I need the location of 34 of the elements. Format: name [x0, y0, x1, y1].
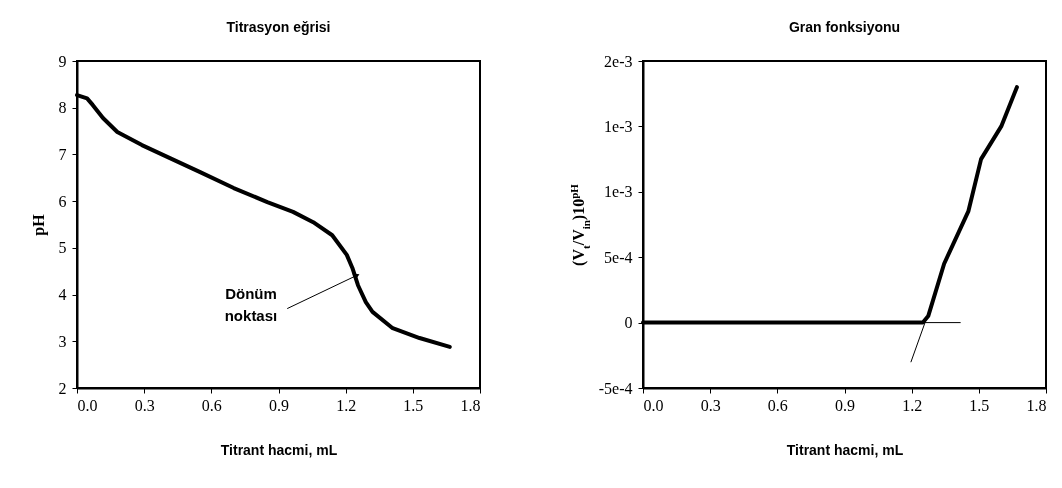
y-tick-label: -5e-4 — [598, 379, 633, 397]
y-tick-label: 2 — [58, 379, 67, 397]
y-tick-label: 0 — [624, 314, 633, 332]
y-tick-label: 3 — [58, 332, 67, 350]
x-tick-label: 0.0 — [643, 396, 664, 414]
x-axis-title: Titrant hacmi, mL — [220, 441, 338, 458]
y-tick-label: 4 — [58, 286, 67, 304]
x-tick-label: 0.0 — [77, 396, 98, 414]
y-tick-label: 9 — [58, 52, 67, 70]
x-tick-label: 0.9 — [269, 396, 289, 414]
y-tick-label: 1e-3 — [604, 117, 633, 135]
y-tick-label: 5e-4 — [604, 248, 633, 266]
x-tick-label: 0.3 — [134, 396, 155, 414]
x-tick-label: 1.2 — [902, 396, 923, 414]
chart-title: Gran fonksiyonu — [788, 19, 901, 35]
chart-title: Titrasyon eğrisi — [226, 19, 331, 35]
y-tick-label: 5 — [58, 239, 67, 257]
y-tick-label: 6 — [58, 192, 67, 210]
x-tick-label: 0.6 — [201, 396, 222, 414]
y-tick-label: 8 — [58, 99, 67, 117]
x-tick-label: 1.8 — [1026, 396, 1047, 414]
y-tick-label: 2e-3 — [604, 52, 633, 70]
y-tick-label: 1e-3 — [604, 183, 633, 201]
x-tick-label: 1.8 — [460, 396, 481, 414]
x-tick-label: 1.2 — [336, 396, 357, 414]
annotation: Dönüm noktası — [224, 284, 278, 324]
x-tick-label: 1.5 — [403, 396, 424, 414]
y-axis-title: pH — [29, 213, 48, 236]
x-tick-label: 0.9 — [835, 396, 855, 414]
x-tick-label: 0.3 — [700, 396, 721, 414]
x-tick-label: 1.5 — [969, 396, 990, 414]
y-tick-label: 7 — [58, 145, 67, 163]
x-axis-title: Titrant hacmi, mL — [786, 441, 904, 458]
x-tick-label: 0.6 — [767, 396, 788, 414]
